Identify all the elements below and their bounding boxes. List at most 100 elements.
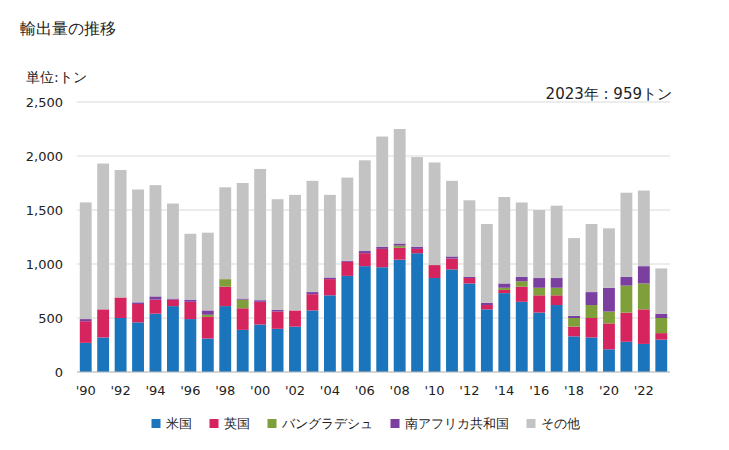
bar-segment bbox=[341, 276, 353, 372]
bar-segment bbox=[655, 268, 667, 313]
chart: 輸出量の推移単位:トン2023年 : 959トン05001,0001,5002,… bbox=[0, 0, 729, 450]
bar-segment bbox=[376, 267, 388, 372]
bar-segment bbox=[167, 299, 179, 300]
x-axis bbox=[77, 372, 670, 373]
bar-segment bbox=[516, 202, 528, 277]
bar-segment bbox=[411, 247, 423, 249]
bar-segment bbox=[237, 183, 249, 299]
x-tick-label: '12 bbox=[459, 383, 479, 398]
bar-segment bbox=[463, 278, 475, 283]
bar-segment bbox=[289, 310, 301, 326]
bar-segment bbox=[80, 343, 92, 372]
bar-segment bbox=[568, 327, 580, 337]
bar-segment bbox=[341, 178, 353, 261]
bar-segment bbox=[115, 318, 127, 372]
bar-segment bbox=[533, 313, 545, 372]
bar-segment bbox=[655, 318, 667, 333]
x-tick-label: '02 bbox=[285, 383, 305, 398]
y-tick-label: 0 bbox=[55, 365, 63, 380]
bar-segment bbox=[272, 312, 284, 329]
bar-segment bbox=[394, 260, 406, 372]
bar-segment bbox=[324, 278, 336, 280]
bar-segment bbox=[394, 246, 406, 248]
bar-segment bbox=[341, 262, 353, 276]
bar-segment bbox=[97, 309, 109, 337]
bar-segment bbox=[167, 300, 179, 306]
bar-segment bbox=[638, 344, 650, 372]
bar-segment bbox=[429, 278, 441, 372]
bar-segment bbox=[498, 293, 510, 372]
x-tick-label: '94 bbox=[145, 383, 165, 398]
bar-segment bbox=[411, 249, 423, 253]
bar-segment bbox=[219, 287, 231, 306]
bar-segment bbox=[568, 238, 580, 316]
legend: 米国英国バングラデシュ南アフリカ共和国その他 bbox=[152, 416, 580, 431]
bar-segment bbox=[481, 303, 493, 305]
bar-segment bbox=[603, 323, 615, 349]
bar-segment bbox=[516, 287, 528, 302]
grid-line bbox=[77, 102, 670, 103]
bar-segment bbox=[184, 302, 196, 319]
bar-segment bbox=[324, 279, 336, 295]
bar-segment bbox=[376, 247, 388, 249]
x-tick-label: '90 bbox=[76, 383, 96, 398]
legend-label: 米国 bbox=[166, 416, 192, 431]
legend-label: 南アフリカ共和国 bbox=[405, 416, 509, 431]
bar-segment bbox=[498, 197, 510, 283]
bar-segment bbox=[446, 259, 458, 270]
bar-segment bbox=[586, 318, 598, 337]
bar-segment bbox=[638, 309, 650, 344]
x-tick-label: '14 bbox=[494, 383, 514, 398]
bar-segment bbox=[80, 202, 92, 319]
bar-segment bbox=[167, 204, 179, 299]
legend-label: 英国 bbox=[224, 416, 250, 431]
bar-segment bbox=[289, 195, 301, 311]
bar-segment bbox=[97, 164, 109, 310]
bar-segment bbox=[341, 261, 353, 262]
bar-segment bbox=[307, 292, 319, 294]
bar-segment bbox=[568, 316, 580, 318]
bar-segment bbox=[324, 295, 336, 372]
bar-segment bbox=[429, 162, 441, 265]
bar-segment bbox=[498, 288, 510, 290]
bar-segment bbox=[516, 277, 528, 281]
bar-segment bbox=[254, 302, 266, 325]
bar-segment bbox=[603, 288, 615, 312]
bar-segment bbox=[254, 300, 266, 302]
bar-segment bbox=[307, 294, 319, 310]
bar-segment bbox=[97, 337, 109, 372]
grid-line bbox=[77, 210, 670, 211]
bar-segment bbox=[568, 336, 580, 372]
bar-segment bbox=[150, 296, 162, 299]
bar-segment bbox=[551, 206, 563, 278]
legend-label: バングラデシュ bbox=[281, 416, 373, 431]
bar-segment bbox=[586, 305, 598, 318]
bar-segment bbox=[620, 193, 632, 277]
bar-segment bbox=[516, 302, 528, 372]
bar-segment bbox=[446, 256, 458, 258]
bar-segment bbox=[446, 181, 458, 257]
bar-segment bbox=[620, 286, 632, 313]
bar-segment bbox=[359, 251, 371, 253]
bar-segment bbox=[638, 266, 650, 283]
x-tick-label: '20 bbox=[599, 383, 619, 398]
bar-segment bbox=[150, 314, 162, 372]
bar-segment bbox=[498, 283, 510, 287]
bar-segment bbox=[655, 333, 667, 339]
bar-segment bbox=[80, 319, 92, 321]
bar-segment bbox=[202, 315, 214, 317]
x-tick-label: '04 bbox=[320, 383, 340, 398]
bar-segment bbox=[237, 300, 249, 309]
bar-segment bbox=[603, 312, 615, 324]
grid-line bbox=[77, 318, 670, 319]
bar-segment bbox=[202, 310, 214, 314]
bar-segment bbox=[184, 300, 196, 302]
title: 輸出量の推移 bbox=[20, 19, 116, 38]
bar-segment bbox=[307, 181, 319, 292]
y-tick-label: 1,000 bbox=[26, 257, 63, 272]
legend-swatch bbox=[391, 419, 400, 428]
bar-segment bbox=[620, 313, 632, 342]
x-tick-label: '16 bbox=[529, 383, 549, 398]
bar-segment bbox=[202, 233, 214, 311]
bar-segment bbox=[254, 169, 266, 300]
